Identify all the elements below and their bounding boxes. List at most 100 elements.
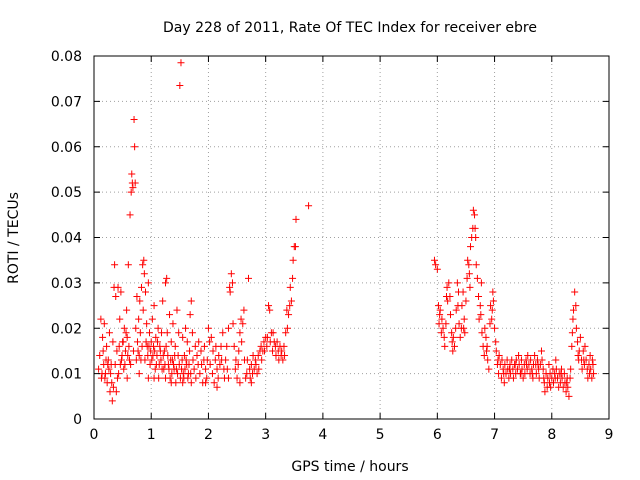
data-point — [142, 338, 150, 346]
data-point — [568, 329, 576, 337]
data-point — [213, 365, 221, 373]
data-point — [229, 320, 237, 328]
data-point — [538, 356, 546, 364]
data-point — [162, 374, 170, 382]
data-point — [436, 311, 444, 319]
data-point — [152, 333, 160, 341]
data-point — [111, 261, 119, 269]
data-point — [534, 361, 542, 369]
data-point — [269, 329, 277, 337]
data-point — [124, 351, 132, 359]
data-point — [188, 329, 196, 337]
data-point — [135, 315, 143, 323]
y-tick-label: 0.04 — [51, 231, 82, 247]
data-point — [228, 279, 236, 287]
data-point — [280, 342, 288, 350]
data-point — [156, 347, 164, 355]
data-point — [437, 329, 445, 337]
data-point — [226, 283, 234, 291]
data-point — [140, 256, 148, 264]
data-point — [154, 338, 162, 346]
y-tick-label: 0.03 — [51, 276, 82, 292]
data-point — [586, 351, 594, 359]
data-point — [176, 374, 184, 382]
data-point — [175, 361, 183, 369]
data-point — [184, 374, 192, 382]
data-point — [485, 365, 493, 373]
data-point — [588, 374, 596, 382]
data-point — [131, 143, 139, 151]
data-point — [210, 379, 218, 387]
data-point — [552, 356, 560, 364]
data-point — [232, 356, 240, 364]
data-point — [263, 333, 271, 341]
data-point — [465, 270, 473, 278]
data-point — [223, 365, 231, 373]
data-point — [189, 356, 197, 364]
x-tick-label: 9 — [605, 427, 614, 443]
data-point — [482, 333, 490, 341]
data-point — [305, 202, 313, 210]
data-point — [187, 297, 195, 305]
data-point — [104, 361, 112, 369]
data-point — [438, 315, 446, 323]
data-point — [129, 347, 137, 355]
data-point — [491, 324, 499, 332]
data-point — [216, 361, 224, 369]
data-point — [122, 329, 130, 337]
data-point — [175, 329, 183, 337]
x-tick-label: 1 — [147, 427, 156, 443]
data-point — [167, 379, 175, 387]
data-point — [509, 374, 517, 382]
data-point — [589, 361, 597, 369]
data-point — [200, 342, 208, 350]
data-point — [157, 356, 165, 364]
y-tick-label: 0.01 — [51, 367, 82, 383]
data-point — [203, 374, 211, 382]
data-point — [182, 356, 190, 364]
data-point — [469, 206, 477, 214]
data-point — [574, 338, 582, 346]
data-point — [462, 297, 470, 305]
data-point — [202, 365, 210, 373]
data-point — [177, 59, 185, 67]
data-point — [130, 116, 138, 124]
data-point — [154, 324, 162, 332]
data-point — [545, 361, 553, 369]
data-point — [283, 306, 291, 314]
data-point — [119, 338, 127, 346]
data-point — [590, 370, 598, 378]
data-point — [471, 211, 479, 219]
data-point — [541, 388, 549, 396]
data-point — [206, 361, 214, 369]
data-point — [540, 374, 548, 382]
data-point — [289, 256, 297, 264]
data-point — [279, 356, 287, 364]
data-point — [434, 302, 442, 310]
data-point — [466, 283, 474, 291]
data-point — [186, 347, 194, 355]
data-point — [143, 320, 151, 328]
data-point — [246, 374, 254, 382]
data-point — [528, 365, 536, 373]
data-point — [115, 342, 123, 350]
data-point — [150, 302, 158, 310]
data-point — [142, 288, 149, 296]
data-point — [472, 261, 480, 269]
data-point — [219, 329, 227, 337]
data-point — [484, 356, 492, 364]
data-point — [459, 288, 467, 296]
data-point — [162, 342, 170, 350]
data-point — [240, 306, 248, 314]
data-point — [441, 342, 449, 350]
data-point — [211, 356, 219, 364]
data-point — [127, 188, 135, 196]
x-tick-label: 7 — [490, 427, 499, 443]
data-point — [452, 306, 460, 314]
data-point — [112, 388, 120, 396]
data-point — [287, 297, 295, 305]
data-point — [247, 379, 255, 387]
data-point — [197, 347, 205, 355]
